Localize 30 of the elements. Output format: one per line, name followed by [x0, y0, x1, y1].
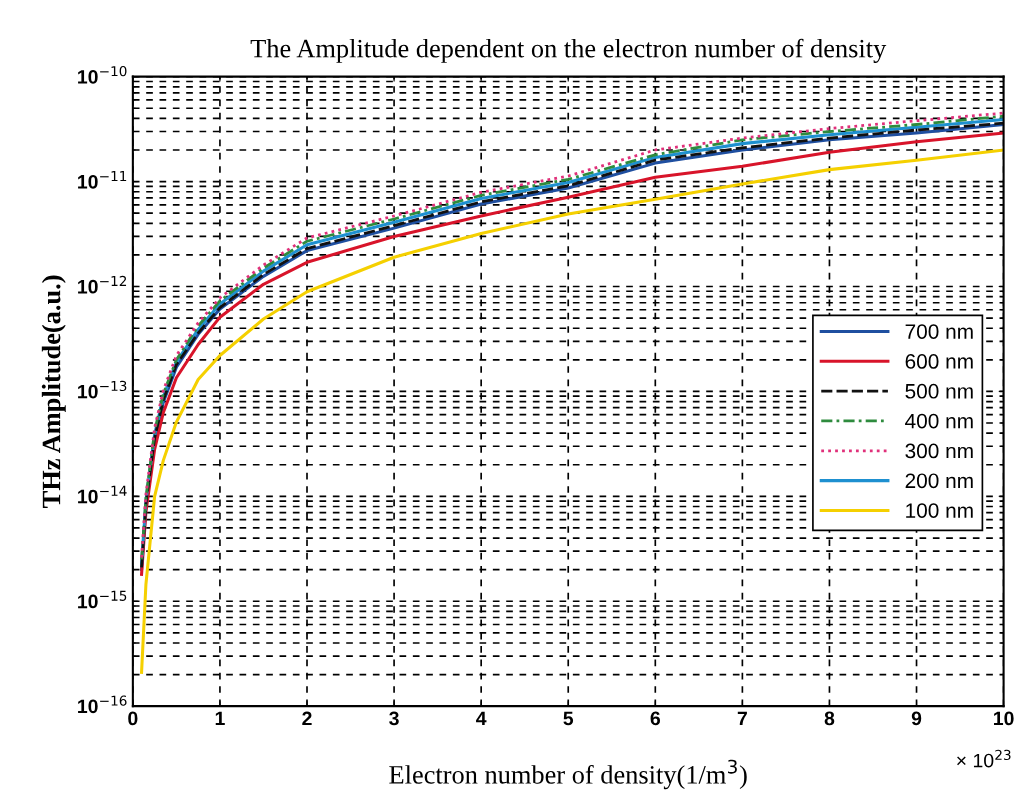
x-tick-label: 5: [563, 711, 574, 726]
legend-label: 100 nm: [906, 503, 973, 518]
y-axis-title: THz Amplitude(a.u.): [41, 275, 66, 508]
legend-label: 700 nm: [905, 324, 973, 339]
y-tick-label: 10$^{−16}$: [78, 695, 127, 714]
x-tick-label: 4: [476, 711, 487, 726]
legend-label: 500 nm: [905, 383, 973, 399]
x-tick-label: 6: [650, 711, 661, 726]
x-tick-label: 2: [302, 711, 312, 726]
x-tick-label: 1: [215, 711, 225, 726]
y-tick-label: 10$^{−11}$: [78, 171, 127, 189]
x-tick-label: 3: [389, 711, 399, 726]
chart-title: The Amplitude dependent on the electron number of density: [250, 38, 887, 63]
x-axis-title: Electron number of density(1/m$^{3}$): [389, 759, 747, 790]
legend-label: 400 nm: [905, 413, 973, 429]
text: × 10$^{23}$: [957, 749, 1011, 768]
y-tick-label: 10$^{−10}$: [78, 66, 127, 84]
x-tick-label: 8: [824, 711, 835, 726]
x-tick-label: 10: [994, 711, 1014, 726]
line-series: [140, 148, 1004, 674]
legend-label: 200 nm: [905, 473, 973, 489]
x-tick-label: 0: [128, 711, 138, 726]
y-tick-label: 10$^{−12}$: [78, 275, 127, 294]
x-tick-label: 9: [911, 711, 922, 726]
y-tick-label: 10$^{−15}$: [78, 590, 127, 609]
legend-label: 300 nm: [905, 443, 973, 459]
x-tick-label: 7: [737, 711, 747, 726]
y-tick-label: 10$^{−14}$: [78, 485, 127, 504]
legend-label: 600 nm: [905, 354, 973, 369]
y-tick-label: 10$^{−13}$: [78, 380, 127, 399]
